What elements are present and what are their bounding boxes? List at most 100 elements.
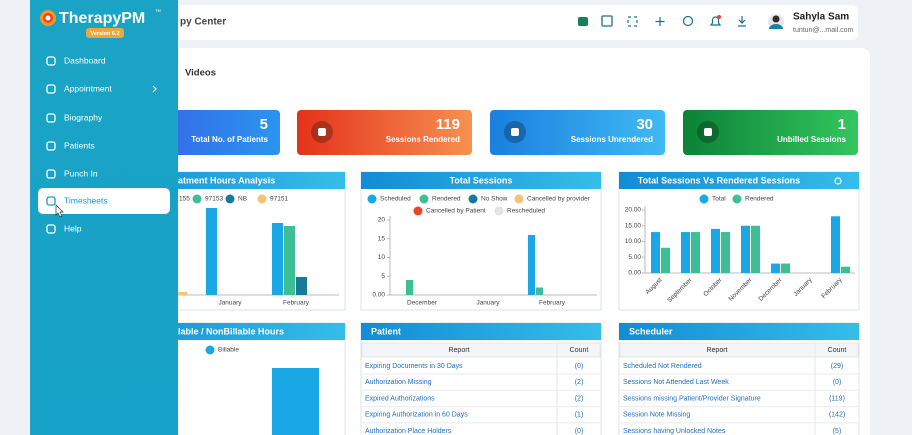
menu-label: Patients [64, 140, 95, 150]
report-count[interactable]: (0) [833, 379, 842, 386]
report-link[interactable]: Scheduled Not Rendered [623, 363, 702, 370]
legend-label[interactable]: Scheduled [380, 196, 411, 203]
bar[interactable] [651, 232, 660, 273]
bar[interactable] [296, 277, 307, 295]
legend-label[interactable]: Total [712, 196, 726, 203]
legend-swatch[interactable] [732, 194, 742, 204]
y-tick-label: 20 [378, 217, 386, 224]
report-count[interactable]: (5) [833, 428, 842, 435]
legend-swatch[interactable] [205, 345, 215, 355]
legend-swatch[interactable] [514, 194, 524, 204]
menu-icon [46, 224, 56, 234]
report-count[interactable]: (142) [829, 412, 845, 419]
menu-item[interactable]: Appointment [46, 83, 157, 94]
panel [360, 171, 602, 311]
menu-item[interactable]: Punch In [46, 168, 98, 179]
report-link[interactable]: Authorization Missing [365, 379, 432, 386]
legend-label[interactable]: Rendered [432, 196, 461, 203]
legend-swatch[interactable] [468, 194, 478, 204]
legend-swatch[interactable] [419, 194, 429, 204]
legend-label[interactable]: NB [238, 196, 247, 203]
report-count[interactable]: (29) [831, 363, 843, 370]
bar[interactable] [691, 232, 700, 273]
logo-text: TherapyPM [59, 10, 145, 27]
bar[interactable] [721, 232, 730, 273]
bar[interactable] [406, 280, 413, 295]
panel-title: Patient [371, 326, 401, 336]
bar[interactable] [741, 225, 750, 273]
menu-label: Appointment [64, 83, 112, 93]
bar[interactable] [536, 287, 543, 296]
bar[interactable] [176, 292, 187, 295]
legend-swatch[interactable] [257, 194, 267, 204]
report-link[interactable]: Expired Authorizations [365, 395, 435, 402]
stat-label: Sessions Unrendered [571, 135, 653, 144]
legend-label[interactable]: Cancelled by Patient [426, 208, 486, 215]
bar[interactable] [284, 226, 295, 295]
report-count[interactable]: (0) [575, 428, 584, 435]
report-count[interactable]: (0) [575, 363, 584, 370]
bar[interactable] [272, 368, 319, 435]
legend-label[interactable]: 97151 [270, 196, 288, 203]
report-link[interactable]: Sessions Not Attended Last Week [623, 379, 729, 386]
panel-option[interactable] [834, 177, 842, 185]
report-link[interactable]: Session Note Missing [623, 412, 690, 419]
avatar[interactable] [768, 14, 784, 30]
report-count[interactable]: (119) [829, 395, 845, 402]
legend-swatch[interactable] [367, 194, 377, 204]
legend-label[interactable]: 97153 [205, 196, 223, 203]
legend-swatch[interactable] [494, 206, 504, 216]
bar[interactable] [528, 235, 535, 295]
legend-label[interactable]: Cancelled by provider [527, 196, 591, 203]
bar[interactable] [681, 232, 690, 273]
report-count[interactable]: (2) [575, 395, 584, 402]
y-tick-label: 5 [381, 273, 385, 280]
y-tick-label: 0.00 [372, 292, 385, 299]
bar[interactable] [781, 263, 790, 273]
menu-item[interactable]: Biography [46, 112, 103, 123]
legend-label[interactable]: No Show [481, 196, 508, 203]
legend-label[interactable]: Rescheduled [507, 208, 545, 215]
menu-item[interactable]: Dashboard [46, 55, 106, 66]
legend-label[interactable]: Billable [218, 347, 239, 354]
bar[interactable] [841, 266, 850, 273]
report-count[interactable]: (2) [575, 379, 584, 386]
report-link[interactable]: Expiring Documents in 30 Days [365, 363, 463, 370]
bar[interactable] [771, 263, 780, 273]
cursor [55, 204, 64, 218]
column-header: Count [570, 347, 589, 354]
menu-item[interactable]: Timesheets [38, 188, 170, 214]
report-link[interactable]: Authorization Place Holders [365, 428, 452, 435]
bar[interactable] [206, 208, 217, 295]
stat-card[interactable] [683, 110, 858, 155]
report-count[interactable]: (1) [575, 412, 584, 419]
logo-trademark: ™ [155, 9, 161, 16]
stat-label: Unbilled Sessions [777, 135, 846, 144]
y-tick-label: 15 [378, 235, 386, 242]
bar[interactable] [661, 247, 670, 273]
bar[interactable] [711, 228, 720, 273]
panel-header [619, 172, 859, 189]
legend-label[interactable]: 155 [179, 196, 190, 203]
menu-icon [46, 84, 56, 94]
legend-label[interactable]: Rendered [745, 196, 774, 203]
bar[interactable] [272, 223, 283, 295]
report-link[interactable]: Sessions having Unlocked Notes [623, 428, 726, 435]
report-link[interactable]: Expiring Authorization in 60 Days [365, 412, 468, 419]
menu-label: Help [64, 223, 82, 233]
stat-card[interactable] [297, 110, 472, 155]
legend-swatch[interactable] [192, 194, 202, 204]
menu-item[interactable]: Patients [46, 140, 95, 151]
tab-videos[interactable]: Videos [185, 68, 216, 79]
stat-card[interactable] [490, 110, 665, 155]
legend-swatch[interactable] [699, 194, 709, 204]
panel-title: Total Sessions Vs Rendered Sessions [638, 175, 800, 185]
report-link[interactable]: Sessions missing Patient/Provider Signat… [623, 395, 761, 402]
legend-swatch[interactable] [413, 206, 423, 216]
legend-swatch[interactable] [225, 194, 235, 204]
panel-header [361, 172, 601, 189]
bar[interactable] [751, 225, 760, 273]
menu-item[interactable]: Help [46, 223, 82, 234]
bar[interactable] [831, 216, 840, 273]
panel-title: Scheduler [629, 326, 673, 336]
